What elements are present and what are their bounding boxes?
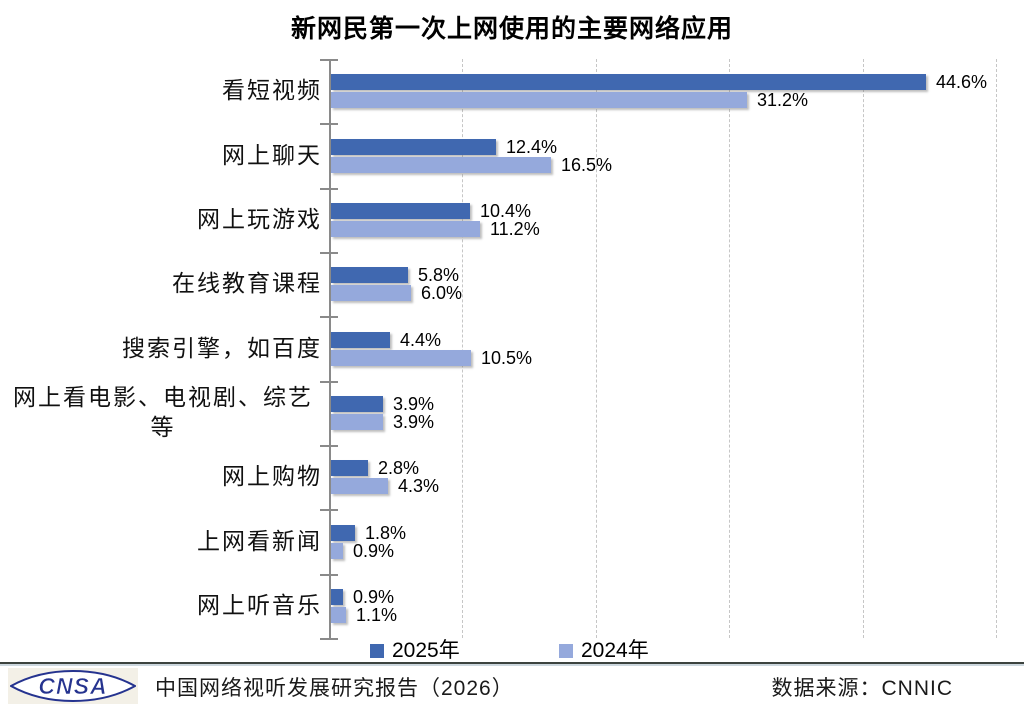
bar-2024年: [331, 220, 480, 237]
svg-text:CNSA: CNSA: [38, 673, 107, 699]
value-label-2025年: 4.4%: [400, 329, 442, 350]
bar-2024年: [331, 606, 346, 623]
bar-2024年: [331, 349, 471, 366]
bar-2024年: [331, 478, 388, 495]
bar-2024年: [331, 156, 551, 173]
cnsa-logo: CNSA: [8, 668, 138, 704]
bar-2025年: [331, 460, 368, 477]
bar-2025年: [331, 395, 383, 412]
category-label: 网上听音乐: [197, 592, 322, 618]
category-label: 网上聊天: [222, 142, 322, 168]
value-label-2024年: 3.9%: [393, 411, 435, 432]
gridline: [462, 59, 464, 638]
bar-2025年: [331, 202, 470, 219]
bar-2025年: [331, 74, 926, 91]
legend-label: 2024年: [581, 639, 649, 662]
axis-tick: [320, 573, 338, 576]
footer-bar: CNSA 中国网络视听发展研究报告（2026） 数据来源：CNNIC: [0, 662, 1024, 706]
bar-2025年: [331, 267, 408, 284]
axis-tick: [320, 187, 338, 190]
bar-2025年: [331, 138, 496, 155]
y-axis-line: [329, 59, 331, 638]
value-label-2025年: 44.6%: [936, 72, 988, 93]
legend-item-2024年: 2024年: [559, 639, 649, 662]
bar-2025年: [331, 331, 390, 348]
legend-swatch-icon: [559, 644, 573, 658]
value-label-2024年: 4.3%: [398, 476, 440, 497]
axis-tick: [320, 252, 338, 254]
plot-area: 44.6% 31.2% 12.4% 16.5% 10.4% 11.2% 5.8% 6.0% 4.…: [320, 59, 997, 640]
cnsa-lens-icon: CNSA: [10, 670, 136, 702]
value-label-2025年: 0.9%: [353, 586, 395, 607]
value-label-2024年: 6.0%: [421, 283, 463, 304]
value-label-2024年: 0.9%: [353, 540, 395, 561]
legend-item-2025年: 2025年: [370, 639, 460, 662]
value-label-2024年: 1.1%: [356, 604, 398, 625]
category-label: 搜索引擎，如百度: [122, 335, 322, 361]
bar-2024年: [331, 413, 383, 430]
value-label-2025年: 10.4%: [480, 200, 532, 221]
axis-tick: [320, 123, 338, 126]
axis-tick: [320, 509, 338, 512]
value-label-2024年: 31.2%: [757, 90, 809, 111]
value-label-2024年: 11.2%: [490, 218, 540, 239]
category-label: 上网看新闻: [197, 528, 322, 554]
chart-title: 新网民第一次上网使用的主要网络应用: [290, 15, 733, 43]
bar-2025年: [331, 588, 343, 605]
report-title: 中国网络视听发展研究报告（2026）: [155, 677, 514, 700]
axis-tick: [320, 638, 338, 640]
gridline: [996, 59, 997, 638]
legend-label: 2025年: [392, 639, 460, 662]
axis-tick: [320, 59, 338, 61]
value-label-2025年: 5.8%: [418, 265, 460, 286]
legend-swatch-icon: [370, 644, 384, 658]
category-label: 网上玩游戏: [197, 206, 322, 232]
bar-2024年: [331, 285, 411, 302]
value-label-2025年: 3.9%: [393, 393, 435, 414]
axis-tick: [320, 316, 338, 319]
axis-tick: [320, 445, 338, 447]
value-label-2025年: 1.8%: [365, 522, 407, 543]
value-label-2024年: 16.5%: [561, 154, 613, 175]
value-label-2025年: 12.4%: [506, 136, 558, 157]
bar-2024年: [331, 92, 747, 109]
category-label: 在线教育课程: [172, 271, 322, 297]
gridline: [595, 59, 597, 638]
category-label: 网上购物: [222, 464, 322, 490]
value-label-2024年: 10.5%: [481, 347, 533, 368]
gridline: [862, 59, 864, 638]
gridline: [729, 59, 731, 638]
category-label: 看短视频: [222, 78, 322, 104]
value-label-2025年: 2.8%: [378, 458, 420, 479]
axis-tick: [320, 380, 338, 383]
data-source: 数据来源：CNNIC: [771, 677, 953, 700]
bar-2025年: [331, 524, 355, 541]
bar-2024年: [331, 542, 343, 559]
category-label: 网上看电影、电视剧、综艺 等: [13, 384, 313, 440]
